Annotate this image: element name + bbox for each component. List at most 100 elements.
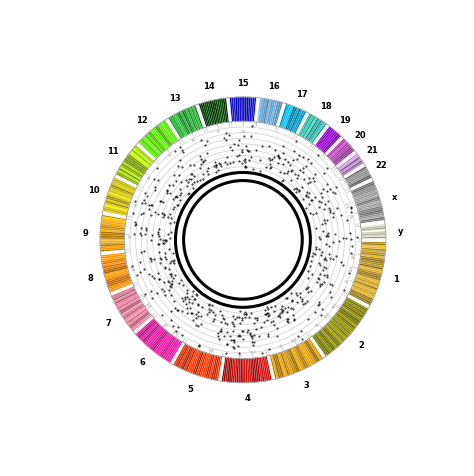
Wedge shape xyxy=(105,201,129,209)
Wedge shape xyxy=(205,355,213,378)
Wedge shape xyxy=(149,329,166,349)
Wedge shape xyxy=(219,99,225,124)
Wedge shape xyxy=(315,127,331,147)
Wedge shape xyxy=(123,305,144,320)
Wedge shape xyxy=(100,244,124,247)
Wedge shape xyxy=(235,98,238,122)
Wedge shape xyxy=(346,169,367,182)
Text: 50: 50 xyxy=(129,233,133,238)
Wedge shape xyxy=(130,313,150,329)
Wedge shape xyxy=(114,292,137,305)
Wedge shape xyxy=(330,319,350,337)
Text: 17: 17 xyxy=(296,90,308,99)
Wedge shape xyxy=(100,230,125,233)
Wedge shape xyxy=(146,327,164,347)
Wedge shape xyxy=(355,194,379,203)
Wedge shape xyxy=(360,217,384,223)
Wedge shape xyxy=(300,343,314,366)
Wedge shape xyxy=(258,99,264,123)
Wedge shape xyxy=(213,356,219,380)
Wedge shape xyxy=(125,307,146,323)
Wedge shape xyxy=(360,256,385,261)
Wedge shape xyxy=(360,219,384,224)
Wedge shape xyxy=(326,324,345,342)
Wedge shape xyxy=(353,187,376,197)
Wedge shape xyxy=(260,99,265,123)
Text: 100: 100 xyxy=(208,345,215,351)
Wedge shape xyxy=(100,241,124,243)
Wedge shape xyxy=(143,325,161,344)
Text: 50: 50 xyxy=(142,291,147,297)
Wedge shape xyxy=(351,288,374,299)
Wedge shape xyxy=(145,135,163,154)
Wedge shape xyxy=(347,172,369,185)
Wedge shape xyxy=(176,113,189,136)
Wedge shape xyxy=(200,104,209,128)
Text: 20: 20 xyxy=(355,131,366,140)
Text: 10: 10 xyxy=(88,185,100,194)
Wedge shape xyxy=(105,272,129,280)
Wedge shape xyxy=(313,335,329,356)
Wedge shape xyxy=(109,190,132,200)
Wedge shape xyxy=(302,117,316,139)
Wedge shape xyxy=(256,358,261,382)
Text: 4: 4 xyxy=(244,393,250,402)
Text: 50: 50 xyxy=(237,350,242,354)
Text: 50: 50 xyxy=(164,319,170,326)
Wedge shape xyxy=(359,212,383,218)
Wedge shape xyxy=(100,249,125,252)
Text: 7: 7 xyxy=(106,318,111,327)
Wedge shape xyxy=(301,116,314,138)
Wedge shape xyxy=(342,304,364,318)
Wedge shape xyxy=(192,106,202,130)
Wedge shape xyxy=(243,98,245,122)
Wedge shape xyxy=(137,319,156,337)
Wedge shape xyxy=(274,103,283,127)
Wedge shape xyxy=(311,336,328,357)
Wedge shape xyxy=(126,158,146,173)
Wedge shape xyxy=(273,355,281,378)
Wedge shape xyxy=(183,348,195,371)
Wedge shape xyxy=(361,249,385,253)
Wedge shape xyxy=(178,346,191,368)
Wedge shape xyxy=(255,358,259,382)
Wedge shape xyxy=(164,339,179,360)
Text: 100: 100 xyxy=(346,200,352,208)
Wedge shape xyxy=(246,359,248,383)
Wedge shape xyxy=(138,142,157,160)
Text: 50: 50 xyxy=(192,137,198,142)
Wedge shape xyxy=(361,231,386,235)
Text: 50: 50 xyxy=(241,127,245,130)
Wedge shape xyxy=(279,104,288,128)
Wedge shape xyxy=(354,190,377,200)
Wedge shape xyxy=(351,181,374,193)
Wedge shape xyxy=(265,356,272,380)
Wedge shape xyxy=(307,339,322,360)
Text: 2: 2 xyxy=(358,340,364,349)
Text: 12: 12 xyxy=(136,115,147,124)
Wedge shape xyxy=(187,349,198,372)
Wedge shape xyxy=(286,108,297,131)
Wedge shape xyxy=(103,266,128,273)
Wedge shape xyxy=(240,359,242,383)
Wedge shape xyxy=(211,356,218,380)
Wedge shape xyxy=(355,192,378,201)
Wedge shape xyxy=(183,110,195,133)
Wedge shape xyxy=(152,331,168,351)
Text: 50: 50 xyxy=(345,277,350,283)
Wedge shape xyxy=(100,248,125,251)
Wedge shape xyxy=(357,202,381,210)
Wedge shape xyxy=(314,334,330,355)
Wedge shape xyxy=(259,357,264,382)
Wedge shape xyxy=(257,99,262,123)
Wedge shape xyxy=(355,278,379,287)
Wedge shape xyxy=(245,98,247,122)
Wedge shape xyxy=(318,331,335,351)
Wedge shape xyxy=(217,99,223,124)
Wedge shape xyxy=(268,101,275,125)
Wedge shape xyxy=(277,353,286,377)
Wedge shape xyxy=(329,143,349,161)
Wedge shape xyxy=(237,98,240,122)
Wedge shape xyxy=(100,239,124,241)
Wedge shape xyxy=(147,133,165,152)
